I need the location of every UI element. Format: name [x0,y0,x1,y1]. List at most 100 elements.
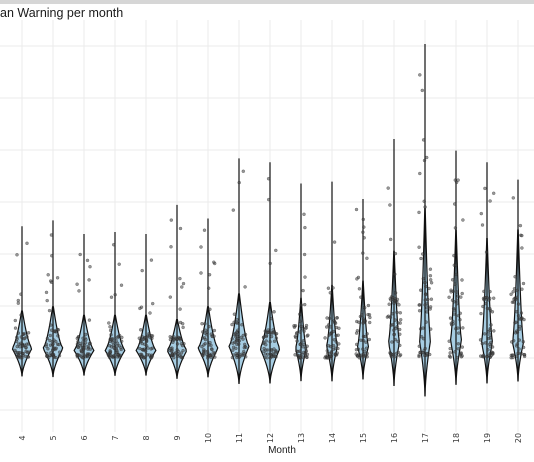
data-point [429,297,434,301]
data-point [26,354,30,359]
data-point [80,355,85,360]
data-point [16,298,21,303]
data-point [108,328,113,333]
data-point [516,313,521,318]
data-point [49,351,53,355]
grid-lines [0,20,534,432]
x-tick-label: 11 [235,433,244,443]
data-point [398,321,402,325]
data-point [490,310,495,314]
data-point [460,291,464,296]
data-point [519,352,524,356]
data-point [263,352,268,356]
data-point [485,355,489,359]
data-point [243,355,248,359]
data-point [489,323,493,327]
x-tick-label: 16 [390,433,399,443]
data-point [120,335,124,340]
data-point [515,330,520,334]
data-point [237,342,241,346]
data-point [417,303,421,307]
data-point [484,301,488,306]
data-point [48,333,53,338]
data-point [199,271,203,275]
data-point [297,353,302,358]
data-point [388,315,393,320]
data-point [479,211,484,216]
data-point [326,323,331,327]
data-point [55,276,60,280]
data-point [514,320,518,324]
data-point [521,345,526,350]
data-point [293,335,298,340]
data-point [398,353,403,357]
data-point [108,325,112,329]
data-point [492,329,496,333]
data-point [208,340,212,345]
data-point [199,245,203,249]
data-point [203,322,207,326]
data-point [145,353,150,357]
data-point [482,298,486,302]
data-point [485,295,489,300]
data-point [520,287,524,291]
data-point [200,321,204,326]
data-point [148,311,152,315]
data-point [138,352,143,357]
x-tick-label: 18 [452,433,461,443]
data-point [206,286,211,290]
data-point [239,335,244,340]
data-point [417,308,422,313]
data-point [361,352,366,356]
data-point [144,343,149,348]
data-point [428,327,433,331]
data-point [75,353,79,358]
data-point [265,356,269,360]
data-point [106,352,110,356]
data-point [452,253,456,258]
data-point [361,319,366,323]
violins-group [11,44,527,397]
data-point [323,336,327,340]
data-point [138,328,143,332]
data-point [512,297,516,301]
data-point [327,316,332,321]
data-point [454,272,458,277]
data-point [264,333,269,338]
data-point [178,226,183,231]
data-point [418,73,422,77]
data-point [328,344,333,349]
data-point [25,350,30,355]
data-point [425,310,429,314]
data-point [459,295,463,299]
data-point [142,337,146,341]
data-point [417,210,421,215]
data-point [509,340,514,344]
data-point [274,248,278,253]
data-point [453,263,458,268]
data-point [45,298,49,303]
data-point [109,295,114,299]
data-point [390,322,395,327]
data-point [515,342,519,346]
data-point [13,348,17,353]
data-point [45,336,50,341]
data-point [149,333,153,338]
data-point [357,320,361,325]
data-point [303,352,308,356]
data-point [490,351,495,356]
data-point [23,336,27,340]
data-point [333,346,338,351]
data-point [418,327,423,331]
data-point [490,345,495,349]
data-point [398,343,402,348]
data-point [273,354,277,358]
data-point [448,351,452,355]
data-point [455,355,459,360]
data-point [234,351,238,356]
data-point [46,273,50,277]
data-point [455,298,459,303]
data-point [453,226,458,230]
data-point [295,339,299,343]
